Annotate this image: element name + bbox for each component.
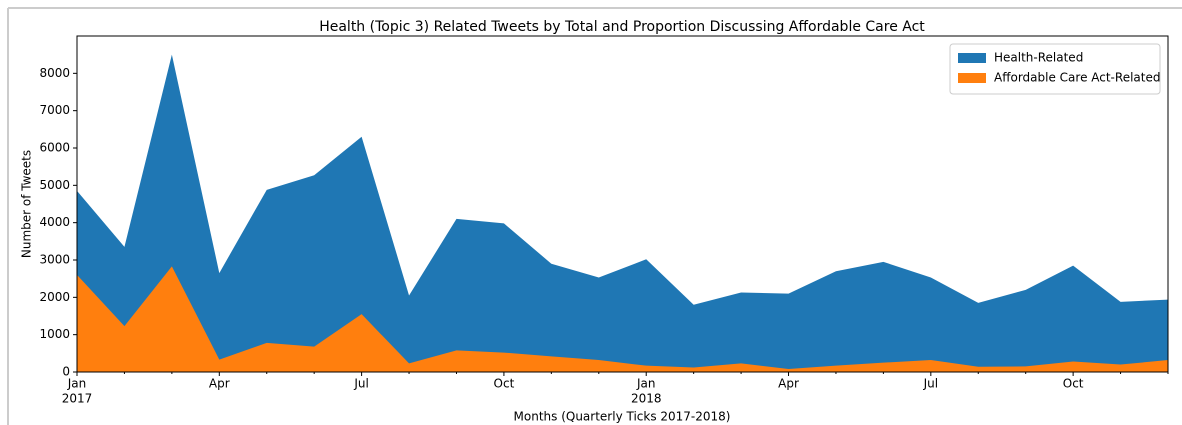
x-tick-year: 2017 — [62, 392, 93, 406]
area — [77, 266, 1168, 372]
legend-label: Health-Related — [994, 51, 1083, 65]
y-tick-label: 5000 — [39, 178, 70, 192]
y-tick-label: 1000 — [39, 327, 70, 341]
x-tick-label: Jan — [67, 377, 87, 391]
x-axis-label: Months (Quarterly Ticks 2017-2018) — [514, 410, 731, 424]
y-tick-label: 3000 — [39, 253, 70, 267]
area — [77, 54, 1168, 373]
x-tick-label: Oct — [494, 377, 515, 391]
legend-label: Affordable Care Act-Related — [994, 71, 1160, 85]
y-tick-label: 8000 — [39, 66, 70, 80]
y-tick-label: 4000 — [39, 215, 70, 229]
x-tick-label: Jan — [636, 377, 656, 391]
x-tick-year: 2018 — [631, 392, 662, 406]
x-tick-label: Jul — [353, 377, 368, 391]
x-tick-label: Apr — [778, 377, 799, 391]
legend-box — [949, 43, 1161, 95]
legend-swatch — [958, 73, 986, 83]
x-tick-label: Jul — [923, 377, 938, 391]
y-axis-label: Number of Tweets — [20, 150, 34, 258]
x-tick-label: Oct — [1063, 377, 1084, 391]
y-tick-label: 2000 — [39, 290, 70, 304]
y-tick-label: 7000 — [39, 103, 70, 117]
y-tick-label: 0 — [62, 365, 70, 379]
y-tick-label: 6000 — [39, 141, 70, 155]
legend-swatch — [958, 53, 986, 63]
x-tick-label: Apr — [209, 377, 230, 391]
chart-title: Health (Topic 3) Related Tweets by Total… — [319, 19, 925, 35]
plot-frame — [76, 35, 1169, 373]
